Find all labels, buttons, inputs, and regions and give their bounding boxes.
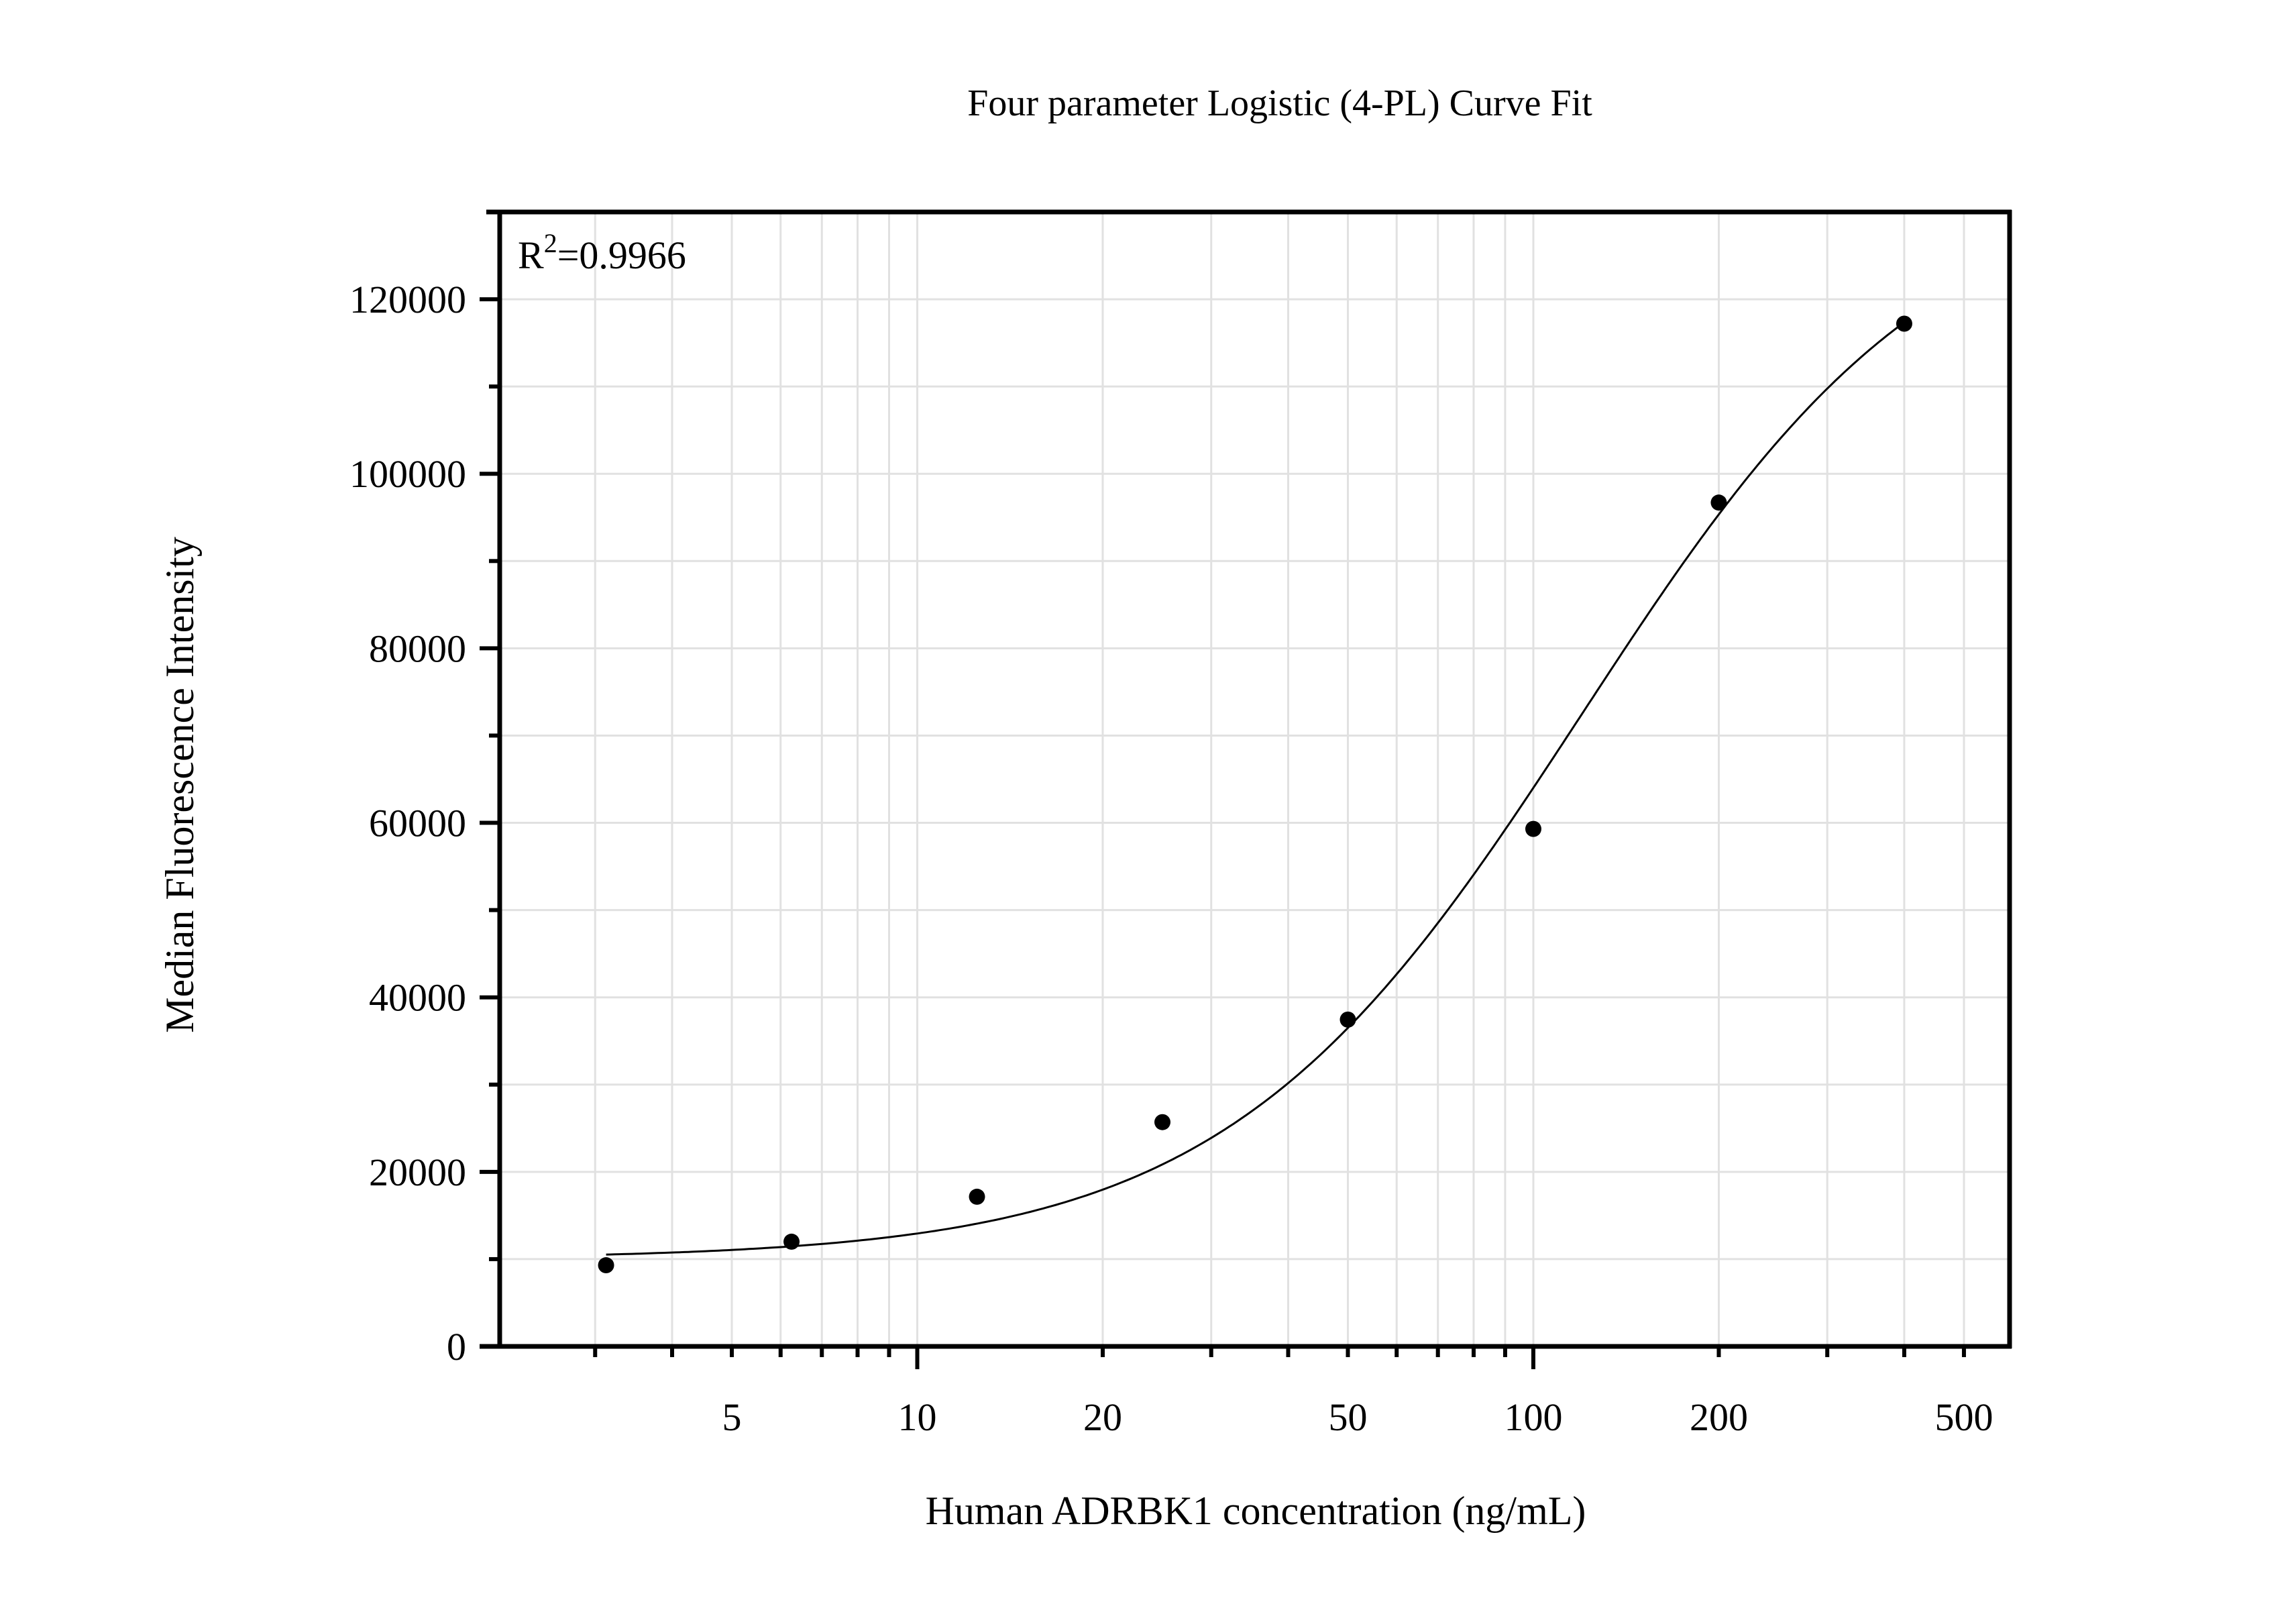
x-axis-ticks: 5 10 20 50 100 200 500 xyxy=(593,1346,1993,1439)
gridlines xyxy=(500,212,2010,1346)
x-tick-label: 200 xyxy=(1690,1395,1748,1439)
x-tick-label: 20 xyxy=(1083,1395,1122,1439)
y-axis-ticks: 0 20000 40000 60000 80000 100000 120000 xyxy=(349,278,500,1369)
y-tick-label: 80000 xyxy=(369,627,466,670)
y-tick-label: 100000 xyxy=(349,452,466,496)
x-tick-label: 10 xyxy=(898,1395,937,1439)
r-superscript: 2 xyxy=(544,228,557,258)
data-point xyxy=(1340,1011,1356,1028)
data-point xyxy=(1154,1114,1171,1130)
x-tick-label: 5 xyxy=(722,1395,742,1439)
data-point xyxy=(1710,494,1727,511)
plot-frame xyxy=(480,209,2012,1349)
data-point xyxy=(1896,315,1912,332)
y-tick-label: 120000 xyxy=(349,278,466,321)
y-tick-label: 60000 xyxy=(369,802,466,845)
data-point xyxy=(1525,820,1541,837)
fit-curve-path xyxy=(606,321,1905,1256)
x-tick-label: 500 xyxy=(1934,1395,1993,1439)
data-point xyxy=(969,1188,985,1205)
r-squared-annotation: R2=0.9966 xyxy=(518,228,686,277)
y-tick-label: 40000 xyxy=(369,976,466,1020)
data-points xyxy=(598,315,1912,1274)
data-point xyxy=(598,1257,614,1274)
r-value: =0.9966 xyxy=(557,233,686,277)
y-tick-label: 20000 xyxy=(369,1151,466,1194)
x-tick-label: 50 xyxy=(1328,1395,1367,1439)
data-point xyxy=(783,1233,800,1250)
y-axis-label: Median Fluorescence Intensity xyxy=(158,537,202,1033)
chart-title: Four parameter Logistic (4-PL) Curve Fit xyxy=(967,83,1592,124)
r-letter: R xyxy=(518,233,544,277)
x-axis-label: Human ADRBK1 concentration (ng/mL) xyxy=(926,1489,1586,1533)
x-tick-label: 100 xyxy=(1504,1395,1562,1439)
fit-curve xyxy=(606,321,1905,1256)
y-tick-label: 0 xyxy=(447,1325,466,1369)
